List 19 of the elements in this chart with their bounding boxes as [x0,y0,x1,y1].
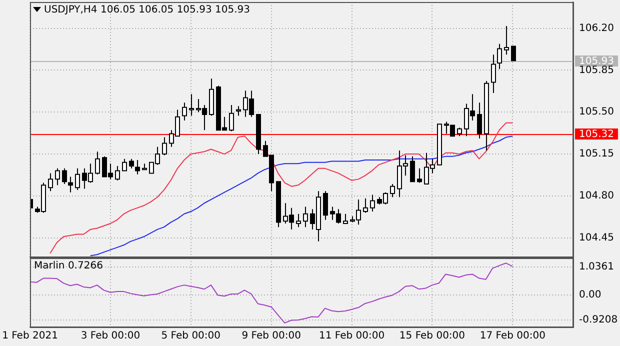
y-tick-label: 104.45 [579,232,614,244]
chart-title: Marlin 0.7266 [34,260,103,272]
y-tick-label: 105.15 [579,148,614,160]
y-tick-label: 104.80 [579,190,614,202]
x-tick-label: 9 Feb 00:00 [242,330,301,342]
x-tick-label: 1 Feb 2021 [2,330,58,342]
x-tick-label: 5 Feb 00:00 [161,330,221,342]
x-tick-label: 11 Feb 00:00 [318,330,385,342]
ref-line-label: 105.32 [579,129,614,140]
y-tick-label: 105.85 [579,64,614,76]
chart-title: USDJPY,H4 106.05 106.05 105.93 105.93 [44,4,250,16]
x-tick-label: 3 Feb 00:00 [80,330,140,342]
x-tick-label: 15 Feb 00:00 [399,330,466,342]
y-tick-label: 0.00 [579,290,602,301]
y-tick-label: -0.9208 [579,314,618,326]
x-tick-label: 17 Feb 00:00 [480,330,546,342]
y-tick-label: 105.50 [579,106,614,118]
y-tick-label: 1.0361 [579,262,614,273]
y-tick-label: 106.20 [579,22,614,34]
